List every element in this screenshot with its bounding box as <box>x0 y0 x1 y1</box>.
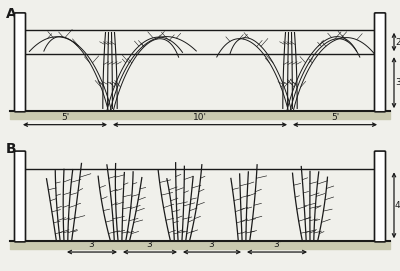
Text: 3': 3' <box>208 240 216 249</box>
Text: B: B <box>6 142 17 156</box>
FancyBboxPatch shape <box>374 151 386 242</box>
Text: 3': 3' <box>273 240 281 249</box>
Text: 4': 4' <box>395 201 400 210</box>
Text: 3': 3' <box>395 78 400 87</box>
FancyBboxPatch shape <box>374 13 386 112</box>
Text: 2': 2' <box>395 37 400 47</box>
Text: 5': 5' <box>61 113 69 122</box>
FancyBboxPatch shape <box>14 151 26 242</box>
Text: 3': 3' <box>146 240 154 249</box>
Text: 3': 3' <box>88 240 96 249</box>
Text: A: A <box>6 7 17 21</box>
Text: 10': 10' <box>193 113 207 122</box>
Text: 5': 5' <box>331 113 339 122</box>
FancyBboxPatch shape <box>14 13 26 112</box>
